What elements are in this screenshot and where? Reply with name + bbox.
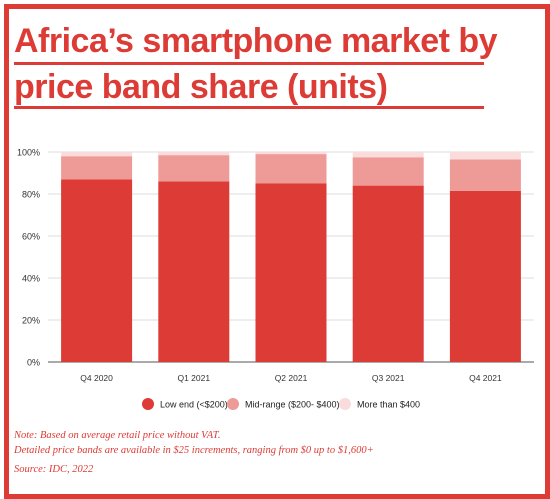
bar-segment <box>61 156 133 180</box>
stacked-bar-chart: 0% 20% 40% 60% 80% 100% Q4 2020 Q1 2021 Q2 2021 Q… <box>17 148 534 410</box>
bar-segment <box>352 157 424 186</box>
bar-segment <box>449 159 521 191</box>
title-underline-1 <box>14 62 484 65</box>
chart-frame <box>4 4 550 499</box>
x-tick-label: Q3 2021 <box>372 373 405 383</box>
legend-label: More than $400 <box>357 400 420 410</box>
note-line-2: Detailed price bands are available in $2… <box>14 445 374 456</box>
x-tick-label: Q1 2021 <box>177 373 210 383</box>
bar-segment <box>61 152 133 157</box>
legend-swatch <box>142 398 154 410</box>
bar-segment <box>158 152 230 156</box>
legend-swatch <box>339 398 351 410</box>
y-tick-label: 100% <box>17 148 40 158</box>
legend-label: Low end (<$200) <box>160 400 228 410</box>
legend-label: Mid-range ($200- $400) <box>245 400 340 410</box>
bar-segment <box>158 155 230 182</box>
x-tick-label: Q4 2021 <box>469 373 502 383</box>
bar-segment <box>449 152 521 160</box>
x-tick-label: Q4 2020 <box>80 373 113 383</box>
note-line-1: Note: Based on average retail price with… <box>14 430 221 441</box>
bar-segment <box>449 190 521 362</box>
y-tick-label: 20% <box>22 316 40 326</box>
bar-segment <box>255 152 327 155</box>
bar-segment <box>255 183 327 362</box>
y-tick-label: 60% <box>22 232 40 242</box>
title-underline-2 <box>14 106 484 109</box>
bar-segment <box>352 185 424 362</box>
y-tick-label: 40% <box>22 274 40 284</box>
y-tick-label: 0% <box>27 358 40 368</box>
bar-segment <box>352 152 424 158</box>
source-note: Source: IDC, 2022 <box>14 464 94 475</box>
bar-segment <box>158 181 230 362</box>
y-tick-label: 80% <box>22 190 40 200</box>
chart-title-line-2: price band share (units) <box>14 68 388 106</box>
chart-title-line-1: Africa’s smartphone market by <box>14 22 498 60</box>
bar-segment <box>255 154 327 184</box>
bar-segment <box>61 179 133 362</box>
x-tick-label: Q2 2021 <box>275 373 308 383</box>
legend-swatch <box>227 398 239 410</box>
